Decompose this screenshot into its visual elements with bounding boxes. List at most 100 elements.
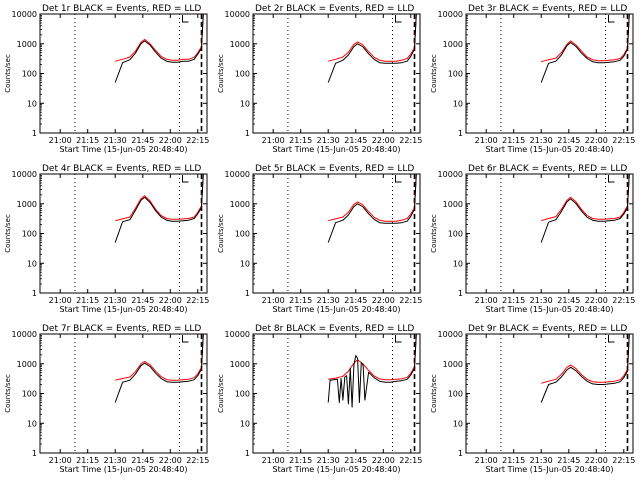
y-tick-label: 1 <box>458 449 463 458</box>
y-tick-label: 10000 <box>225 330 250 339</box>
y-tick-label: 1000 <box>443 360 463 369</box>
y-tick-label: 100 <box>235 70 250 79</box>
series-line-events <box>114 13 204 83</box>
x-tick-label: 21:15 <box>502 296 525 305</box>
y-tick-label: 1000 <box>17 200 37 209</box>
y-axis-label: Counts/sec <box>217 54 225 93</box>
panel-det-9: Det 9r BLACK = Events, RED = LLD 1 10 100 10… <box>430 324 635 474</box>
y-tick-label: 100 <box>448 390 463 399</box>
panel-det-2: Det 2r BLACK = Events, RED = LLD 1 10 100 10… <box>217 4 422 154</box>
y-tick-label: 10000 <box>438 330 463 339</box>
y-tick-label: 1 <box>245 289 250 298</box>
x-tick-label: 22:15 <box>186 136 209 145</box>
series-line-events <box>327 333 417 408</box>
x-axis-label: Start Time (15-Jun-05 20:48:40) <box>486 465 614 474</box>
x-tick-label: 21:45 <box>344 456 367 465</box>
y-tick-label: 1000 <box>443 40 463 49</box>
x-tick-label: 21:00 <box>475 456 498 465</box>
y-tick-label: 1000 <box>443 200 463 209</box>
y-tick-label: 1 <box>458 129 463 138</box>
y-tick-label: 10 <box>453 259 463 268</box>
y-axis-label: Counts/sec <box>430 374 438 413</box>
y-tick-label: 1000 <box>230 40 250 49</box>
x-tick-label: 21:00 <box>262 136 285 145</box>
x-tick-label: 21:30 <box>104 136 127 145</box>
y-tick-label: 10 <box>27 99 37 108</box>
x-tick-label: 21:30 <box>317 456 340 465</box>
y-tick-label: 100 <box>22 70 37 79</box>
x-tick-label: 22:15 <box>612 296 635 305</box>
plot-frame <box>39 333 208 454</box>
x-tick-label: 21:30 <box>104 456 127 465</box>
x-tick-label: 21:30 <box>530 136 553 145</box>
y-tick-label: 10 <box>240 99 250 108</box>
bracket-marker <box>608 15 615 23</box>
panel-title: Det 8r BLACK = Events, RED = LLD <box>255 324 414 334</box>
series-line-lld <box>541 13 630 63</box>
y-axis-label: Counts/sec <box>4 214 12 253</box>
plot-frame <box>39 173 208 294</box>
y-tick-label: 1000 <box>17 360 37 369</box>
y-tick-label: 100 <box>448 230 463 239</box>
x-tick-label: 21:15 <box>76 456 99 465</box>
y-axis-label: Counts/sec <box>430 54 438 93</box>
plot-frame <box>465 173 634 294</box>
x-tick-label: 22:15 <box>399 456 422 465</box>
x-axis-label: Start Time (15-Jun-05 20:48:40) <box>60 305 188 314</box>
x-tick-label: 21:00 <box>262 456 285 465</box>
y-tick-label: 1 <box>245 129 250 138</box>
x-tick-label: 22:00 <box>372 456 395 465</box>
plot-frame <box>252 173 421 294</box>
x-tick-label: 21:45 <box>557 296 580 305</box>
panel-title: Det 4r BLACK = Events, RED = LLD <box>42 164 201 174</box>
plot-frame <box>39 13 208 134</box>
y-tick-label: 10000 <box>12 170 37 179</box>
x-tick-label: 21:45 <box>557 136 580 145</box>
x-tick-label: 21:45 <box>131 456 154 465</box>
x-axis-label: Start Time (15-Jun-05 20:48:40) <box>60 465 188 474</box>
y-tick-label: 100 <box>235 390 250 399</box>
x-tick-label: 21:45 <box>344 296 367 305</box>
y-tick-label: 1 <box>458 289 463 298</box>
bracket-marker <box>395 175 402 183</box>
panel-title: Det 5r BLACK = Events, RED = LLD <box>255 164 414 174</box>
x-tick-label: 22:15 <box>612 136 635 145</box>
x-tick-label: 21:00 <box>475 136 498 145</box>
x-tick-label: 22:15 <box>186 296 209 305</box>
x-axis-label: Start Time (15-Jun-05 20:48:40) <box>486 305 614 314</box>
panel-det-4: Det 4r BLACK = Events, RED = LLD 1 10 100 10… <box>4 164 209 314</box>
x-tick-label: 21:15 <box>502 136 525 145</box>
panel-title: Det 3r BLACK = Events, RED = LLD <box>468 4 627 14</box>
plot-frame <box>465 13 634 134</box>
x-tick-label: 22:00 <box>159 296 182 305</box>
x-axis-label: Start Time (15-Jun-05 20:48:40) <box>273 465 401 474</box>
x-axis-label: Start Time (15-Jun-05 20:48:40) <box>486 145 614 154</box>
panel-det-8: Det 8r BLACK = Events, RED = LLD 1 10 100 10… <box>217 324 422 474</box>
x-tick-label: 21:00 <box>49 296 72 305</box>
x-tick-label: 22:15 <box>186 456 209 465</box>
x-tick-label: 22:15 <box>399 296 422 305</box>
y-tick-label: 1000 <box>230 360 250 369</box>
panel-det-5: Det 5r BLACK = Events, RED = LLD 1 10 100 10… <box>217 164 422 314</box>
x-tick-label: 21:15 <box>289 136 312 145</box>
y-tick-label: 1 <box>32 129 37 138</box>
series-line-events <box>327 13 417 83</box>
panel-det-6: Det 6r BLACK = Events, RED = LLD 1 10 100 10… <box>430 164 635 314</box>
y-tick-label: 10 <box>240 259 250 268</box>
plot-frame <box>252 13 421 134</box>
bracket-marker <box>395 335 402 343</box>
y-axis-label: Counts/sec <box>217 214 225 253</box>
y-tick-label: 10 <box>453 419 463 428</box>
panel-det-1: Det 1r BLACK = Events, RED = LLD 1 10 100 10… <box>4 4 209 154</box>
x-tick-label: 21:30 <box>530 456 553 465</box>
x-tick-label: 22:00 <box>372 296 395 305</box>
x-axis-label: Start Time (15-Jun-05 20:48:40) <box>273 145 401 154</box>
y-tick-label: 10000 <box>225 170 250 179</box>
x-tick-label: 22:00 <box>585 136 608 145</box>
panel-title: Det 1r BLACK = Events, RED = LLD <box>42 4 201 14</box>
y-tick-label: 10000 <box>12 10 37 19</box>
y-tick-label: 100 <box>22 390 37 399</box>
y-axis-label: Counts/sec <box>430 214 438 253</box>
bracket-marker <box>182 335 189 343</box>
